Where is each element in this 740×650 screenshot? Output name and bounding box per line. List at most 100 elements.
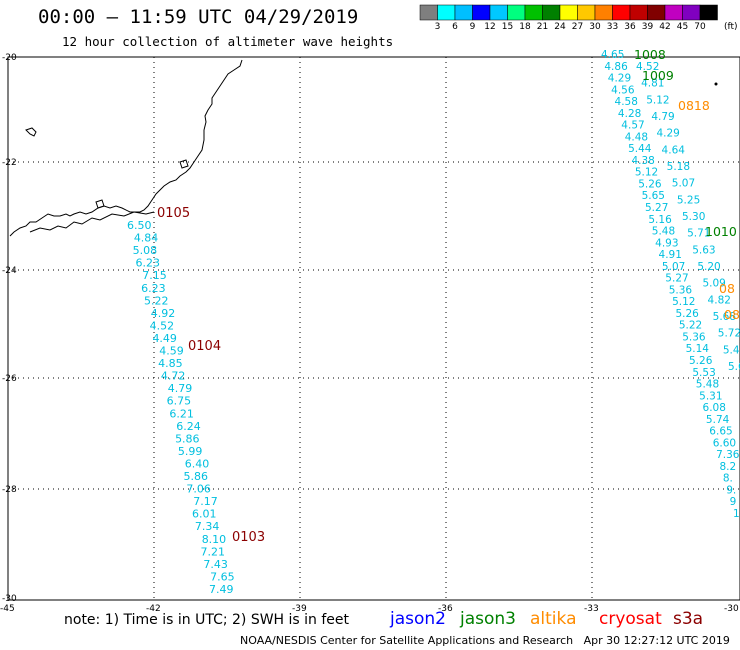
swh-value-label: 5.31 bbox=[699, 390, 722, 402]
lat-tick-label: -20 bbox=[2, 53, 17, 63]
swh-value-label: 5.68 bbox=[713, 311, 736, 323]
swh-value-label: 5.99 bbox=[178, 445, 203, 458]
swh-value-label: 4.93 bbox=[655, 237, 678, 249]
colorbar-tick-label: 18 bbox=[519, 22, 531, 32]
swh-value-label: 4.72 bbox=[161, 370, 186, 383]
lon-tick-label: -39 bbox=[292, 604, 307, 614]
swh-value-label: 4.65 bbox=[601, 49, 624, 61]
swh-value-label: 6.23 bbox=[135, 257, 160, 270]
altimeter-tracks: 6.504.845.086.237.156.235.224.924.524.49… bbox=[127, 47, 740, 596]
colorbar-tick-label: 3 bbox=[434, 22, 441, 32]
colorbar-tick-label: 39 bbox=[641, 22, 654, 32]
colorbar bbox=[419, 4, 718, 21]
swh-value-label: 5.36 bbox=[682, 331, 706, 343]
swh-value-label: 4.29 bbox=[608, 73, 631, 85]
swh-value-label: 5.53 bbox=[692, 367, 715, 379]
swh-value-label: 4.28 bbox=[618, 108, 641, 120]
colorbar-tick-label: 70 bbox=[694, 22, 706, 32]
colorbar-tick-label: 15 bbox=[501, 22, 514, 32]
legend-entry-altika: altika bbox=[530, 609, 577, 629]
swh-value-label: 4.86 bbox=[604, 61, 628, 73]
colorbar-tick-label: 33 bbox=[606, 22, 619, 32]
swh-value-label: 5.14 bbox=[686, 343, 710, 355]
island-dot bbox=[714, 82, 718, 86]
colorbar-tick-label: 24 bbox=[554, 22, 566, 32]
coastline bbox=[9, 59, 243, 237]
swh-value-label: 5.18 bbox=[667, 161, 690, 173]
map-title: 00:00 – 11:59 UTC 04/29/2019 bbox=[38, 6, 359, 28]
pass-time-label: 0105 bbox=[157, 206, 190, 221]
swh-value-label: 5.27 bbox=[665, 273, 688, 285]
swh-value-label: 4.56 bbox=[611, 84, 635, 96]
swh-value-label: 4.91 bbox=[659, 249, 682, 261]
colorbar-swatch bbox=[524, 4, 543, 21]
swh-value-label: 6.75 bbox=[167, 395, 192, 408]
credit-line: NOAA/NESDIS Center for Satellite Applica… bbox=[240, 634, 730, 647]
swh-value-label: 6.24 bbox=[176, 420, 201, 433]
swh-value-label: 5.30 bbox=[682, 211, 705, 223]
colorbar-tick-label: 6 bbox=[452, 22, 458, 32]
swh-value-label: 5.22 bbox=[144, 294, 169, 307]
swh-value-label: 5.86 bbox=[184, 470, 209, 483]
swh-value-label: 7.65 bbox=[210, 570, 235, 583]
legend-entry-s3a: s3a bbox=[673, 609, 704, 629]
swh-value-label: 4.57 bbox=[621, 120, 644, 132]
swh-value-label: 5.4 bbox=[723, 344, 740, 356]
swh-value-label: 4.81 bbox=[641, 78, 664, 90]
island-outline bbox=[25, 127, 37, 137]
swh-value-label: 5.16 bbox=[648, 214, 672, 226]
colorbar-swatch bbox=[664, 4, 683, 21]
lon-tick-label: -45 bbox=[0, 604, 15, 614]
swh-value-label: 7.21 bbox=[201, 545, 226, 558]
swh-value-label: 5.27 bbox=[645, 202, 668, 214]
swh-value-label: 5.07 bbox=[672, 178, 695, 190]
credit-text: NOAA/NESDIS Center for Satellite Applica… bbox=[240, 634, 574, 647]
swh-value-label: 5.12 bbox=[646, 94, 669, 106]
colorbar-swatch bbox=[472, 4, 491, 21]
colorbar-swatch bbox=[507, 4, 526, 21]
swh-value-label: 7.34 bbox=[195, 520, 220, 533]
swh-value-label: 6.40 bbox=[185, 457, 210, 470]
swh-value-label: 5.48 bbox=[652, 226, 675, 238]
lat-tick-label: -26 bbox=[2, 374, 17, 384]
axis-labels: -20-22-24-26-28-30-45 -42 -39 -36 -33 -30 bbox=[0, 53, 739, 614]
swh-value-label: 6.65 bbox=[709, 426, 732, 438]
footnote: note: 1) Time is in UTC; 2) SWH is in fe… bbox=[64, 612, 350, 628]
swh-value-label: 5.07 bbox=[662, 261, 685, 273]
swh-value-label: 5.08 bbox=[133, 244, 158, 257]
swh-value-label: 4.29 bbox=[656, 128, 679, 140]
colorbar-swatch bbox=[419, 4, 438, 21]
map-subtitle: 12 hour collection of altimeter wave hei… bbox=[62, 34, 394, 49]
swh-value-label: 5.63 bbox=[692, 244, 715, 256]
pass-time-label: 0103 bbox=[232, 530, 265, 545]
colorbar-tick-label: 12 bbox=[484, 22, 496, 32]
swh-value-label: 6.23 bbox=[141, 282, 166, 295]
swh-value-label: 5.86 bbox=[175, 432, 200, 445]
swh-value-label: 7.49 bbox=[209, 583, 234, 596]
colorbar-swatch bbox=[647, 4, 666, 21]
swh-value-label: 5.6 bbox=[728, 361, 740, 373]
colorbar-swatch bbox=[577, 4, 596, 21]
swh-value-label: 4.52 bbox=[636, 61, 659, 73]
graticule bbox=[8, 57, 740, 600]
colorbar-tick-label: 9 bbox=[469, 22, 476, 32]
swh-value-label: 9. bbox=[726, 484, 736, 496]
swh-value-label: 5.22 bbox=[679, 320, 702, 332]
swh-value-label: 5.71 bbox=[687, 228, 710, 240]
colorbar-tick-label: 30 bbox=[589, 22, 601, 32]
plot-frame bbox=[7, 56, 740, 601]
colorbar-swatch bbox=[629, 4, 648, 21]
swh-value-label: 4.79 bbox=[168, 382, 193, 395]
pass-time-label: 1009 bbox=[642, 68, 674, 83]
lon-tick-label: -36 bbox=[438, 604, 453, 614]
swh-value-label: 5.20 bbox=[697, 261, 720, 273]
swh-value-label: 7.06 bbox=[186, 483, 211, 496]
swh-value-label: 4.64 bbox=[662, 144, 686, 156]
swh-value-label: 6.08 bbox=[703, 402, 726, 414]
legend-entry-jason2: jason2 bbox=[390, 609, 446, 629]
pass-time-label: 08 bbox=[719, 281, 735, 296]
colorbar-swatch bbox=[594, 4, 613, 21]
swh-value-label: 5.26 bbox=[689, 355, 713, 367]
